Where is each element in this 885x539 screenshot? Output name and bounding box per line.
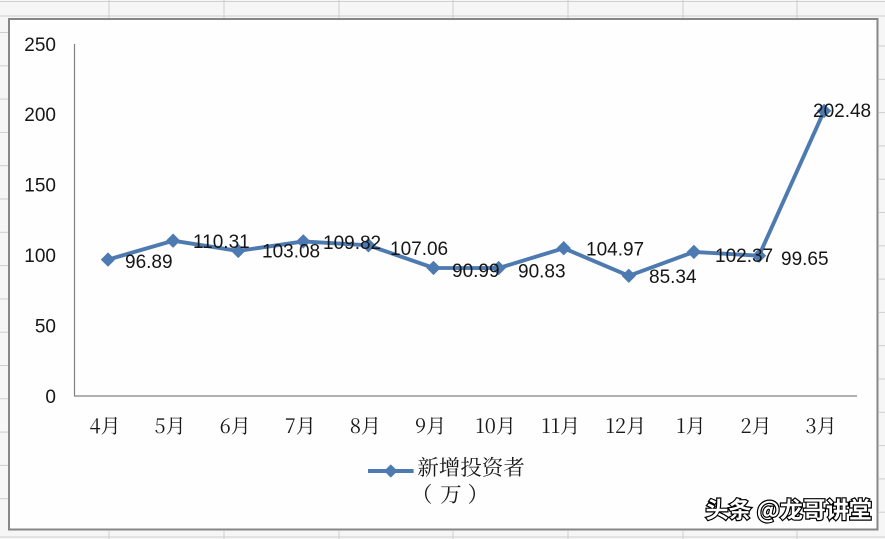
svg-text:50: 50: [35, 316, 56, 337]
svg-text:109.82: 109.82: [323, 233, 381, 254]
svg-text:90.83: 90.83: [518, 261, 566, 282]
svg-text:102.37: 102.37: [715, 246, 773, 267]
svg-text:99.65: 99.65: [781, 249, 829, 270]
svg-text:85.34: 85.34: [649, 267, 697, 288]
svg-text:96.89: 96.89: [125, 252, 173, 273]
svg-text:100: 100: [24, 246, 56, 267]
svg-text:104.97: 104.97: [586, 239, 644, 260]
svg-text:90.99: 90.99: [452, 261, 500, 282]
svg-text:103.08: 103.08: [262, 241, 320, 262]
svg-text:202.48: 202.48: [813, 101, 871, 122]
svg-text:0: 0: [45, 387, 56, 408]
svg-text:200: 200: [24, 105, 56, 126]
svg-text:107.06: 107.06: [390, 239, 448, 260]
svg-text:250: 250: [24, 35, 56, 56]
svg-text:110.31: 110.31: [193, 232, 250, 253]
svg-text:150: 150: [24, 176, 56, 197]
